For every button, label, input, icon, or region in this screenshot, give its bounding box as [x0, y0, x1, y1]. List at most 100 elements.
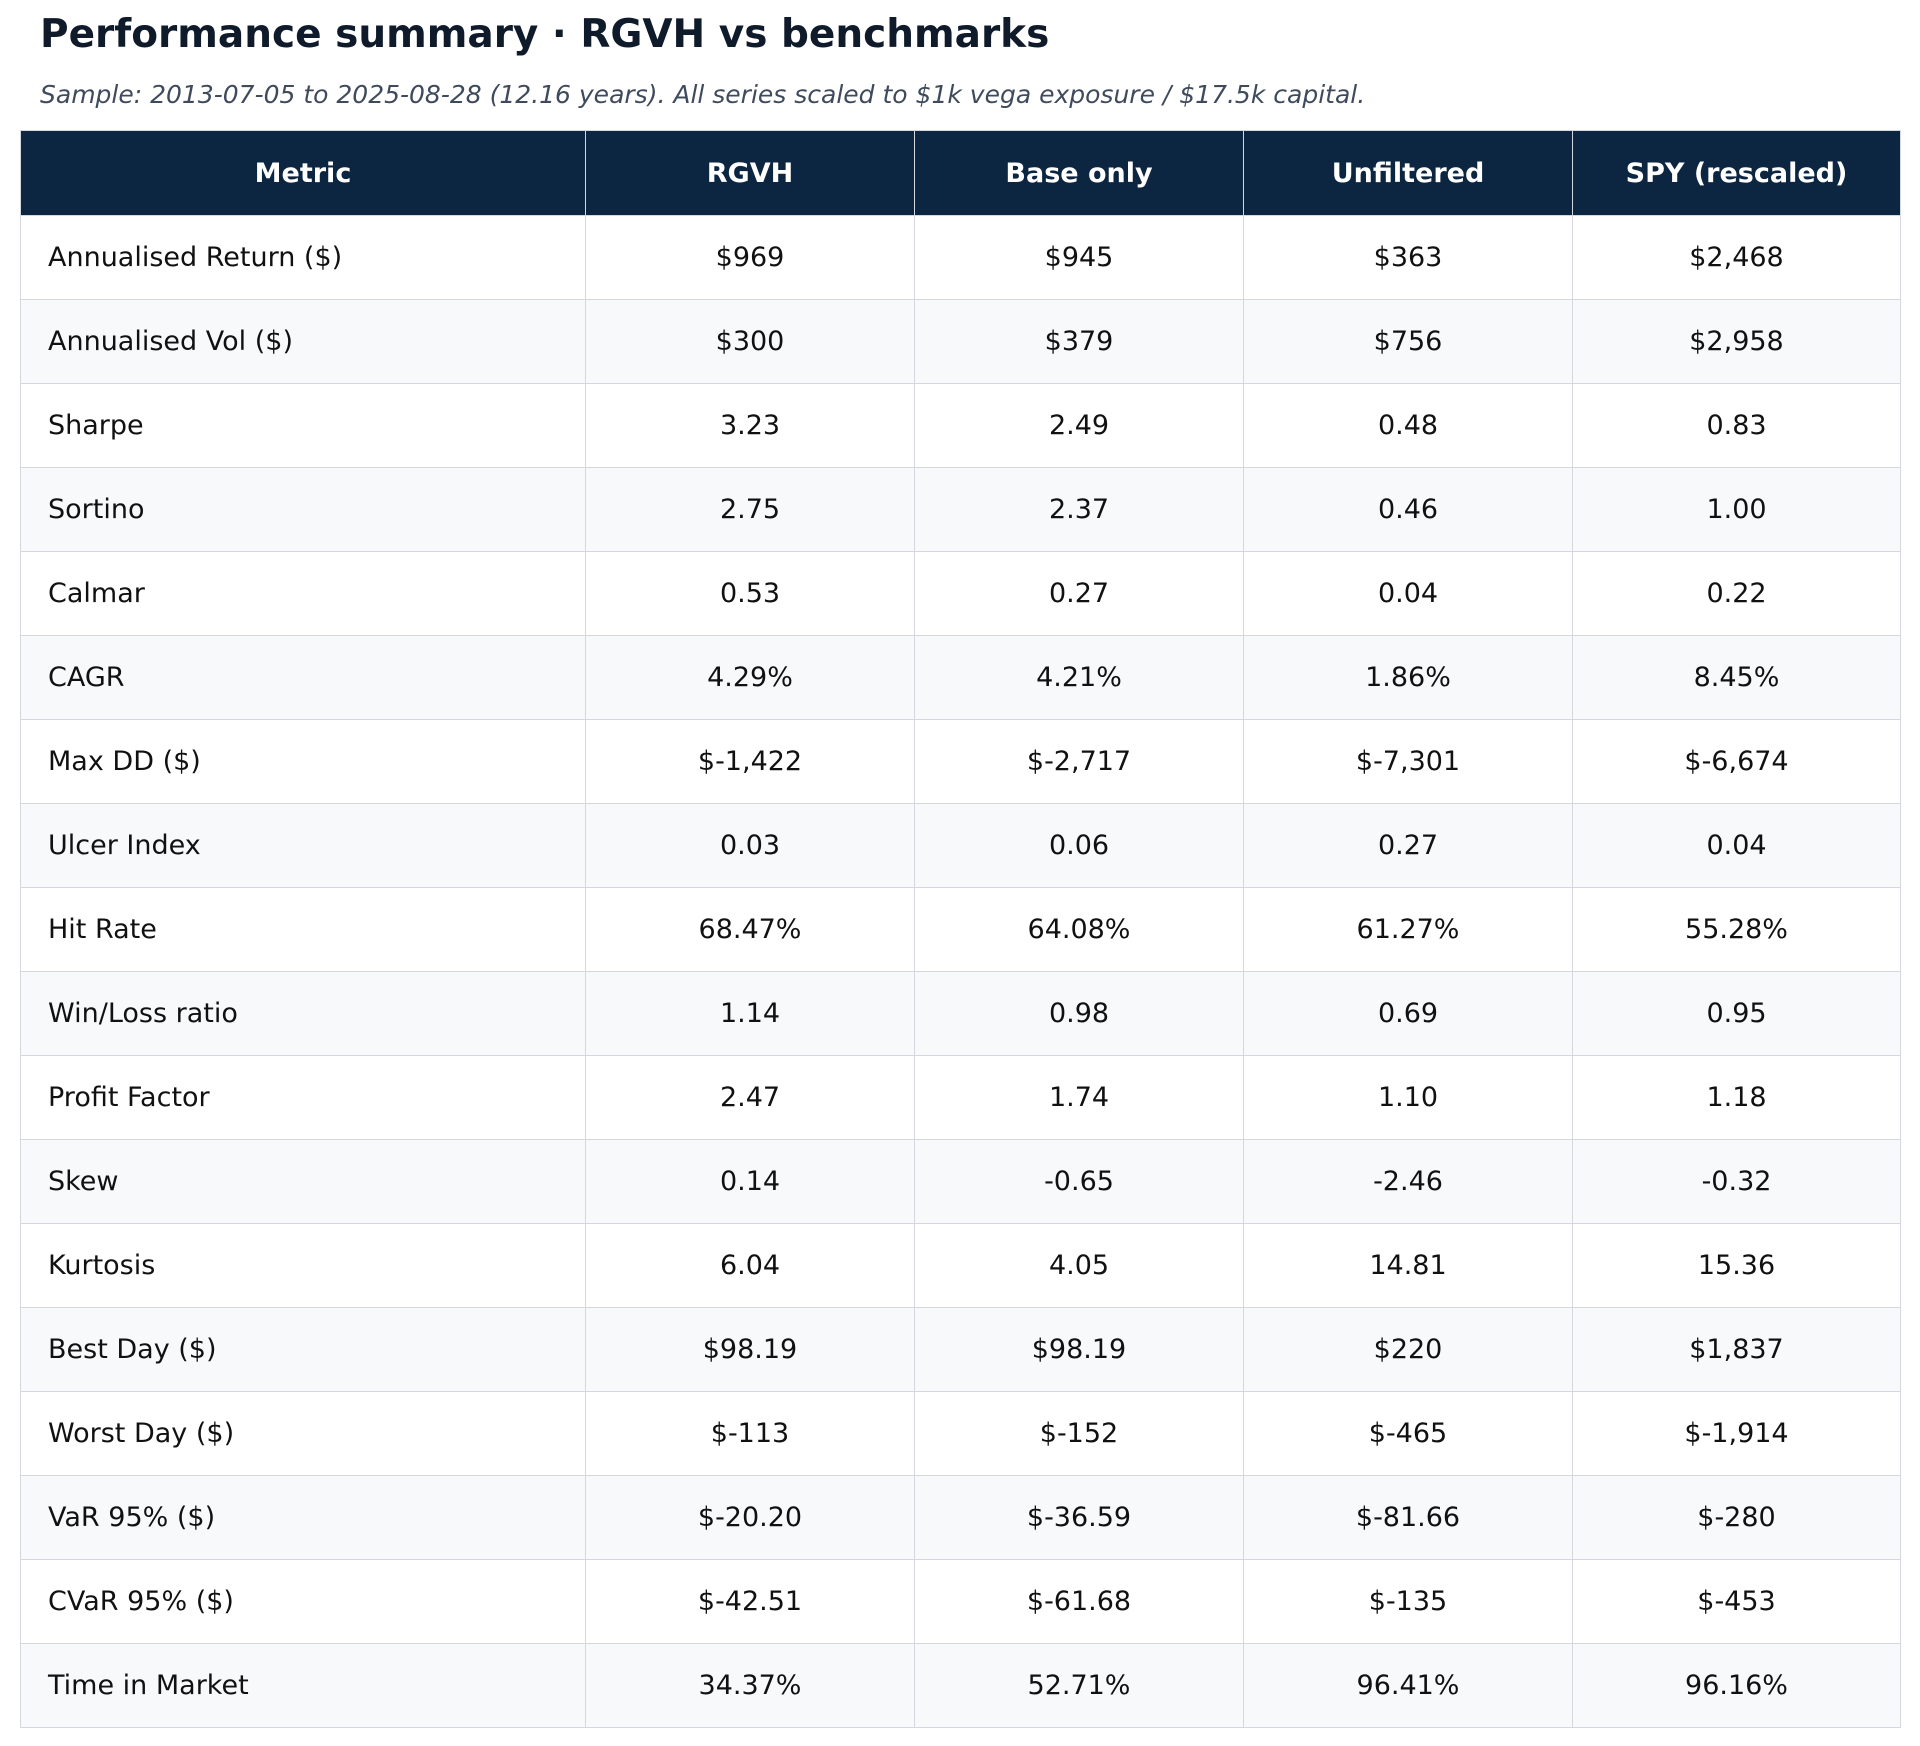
- value-cell-spy-rescaled: $2,468: [1572, 215, 1901, 300]
- value-cell-unfiltered: 14.81: [1243, 1223, 1573, 1308]
- value-cell-base-only: 0.06: [914, 803, 1244, 888]
- value-cell-unfiltered: 0.48: [1243, 383, 1573, 468]
- value-cell-rgvh: $300: [585, 299, 915, 384]
- value-cell-rgvh: 4.29%: [585, 635, 915, 720]
- table-row: Ulcer Index 0.03 0.06 0.27 0.04: [20, 803, 1901, 888]
- value-cell-base-only: $-152: [914, 1391, 1244, 1476]
- value-cell-rgvh: 0.53: [585, 551, 915, 636]
- value-cell-spy-rescaled: 0.04: [1572, 803, 1901, 888]
- metric-label-cell: Best Day ($): [20, 1307, 586, 1392]
- value-cell-base-only: $945: [914, 215, 1244, 300]
- metric-label-cell: Profit Factor: [20, 1055, 586, 1140]
- value-cell-unfiltered: $-465: [1243, 1391, 1573, 1476]
- value-cell-base-only: 2.37: [914, 467, 1244, 552]
- header-rgvh: RGVH: [585, 130, 915, 216]
- metric-label-cell: VaR 95% ($): [20, 1475, 586, 1560]
- table-row: CAGR 4.29% 4.21% 1.86% 8.45%: [20, 635, 1901, 720]
- value-cell-rgvh: 0.03: [585, 803, 915, 888]
- metric-label-cell: Worst Day ($): [20, 1391, 586, 1476]
- value-cell-unfiltered: 1.10: [1243, 1055, 1573, 1140]
- value-cell-spy-rescaled: -0.32: [1572, 1139, 1901, 1224]
- table-row: Profit Factor 2.47 1.74 1.10 1.18: [20, 1055, 1901, 1140]
- value-cell-spy-rescaled: $-280: [1572, 1475, 1901, 1560]
- value-cell-unfiltered: 0.46: [1243, 467, 1573, 552]
- value-cell-unfiltered: $756: [1243, 299, 1573, 384]
- table-row: Max DD ($) $-1,422 $-2,717 $-7,301 $-6,674: [20, 719, 1901, 804]
- value-cell-spy-rescaled: $2,958: [1572, 299, 1901, 384]
- value-cell-base-only: 2.49: [914, 383, 1244, 468]
- value-cell-spy-rescaled: $-453: [1572, 1559, 1901, 1644]
- value-cell-unfiltered: 0.27: [1243, 803, 1573, 888]
- value-cell-base-only: 64.08%: [914, 887, 1244, 972]
- metric-label-cell: Sharpe: [20, 383, 586, 468]
- value-cell-base-only: 4.05: [914, 1223, 1244, 1308]
- metric-label-cell: CVaR 95% ($): [20, 1559, 586, 1644]
- table-header-row: Metric RGVH Base only Unfiltered SPY (re…: [20, 130, 1901, 216]
- value-cell-rgvh: $-42.51: [585, 1559, 915, 1644]
- value-cell-base-only: $-61.68: [914, 1559, 1244, 1644]
- metric-label-cell: Sortino: [20, 467, 586, 552]
- value-cell-base-only: 52.71%: [914, 1643, 1244, 1728]
- header-base-only: Base only: [914, 130, 1244, 216]
- table-row: Annualised Return ($) $969 $945 $363 $2,468: [20, 215, 1901, 300]
- value-cell-base-only: $98.19: [914, 1307, 1244, 1392]
- value-cell-spy-rescaled: 0.95: [1572, 971, 1901, 1056]
- value-cell-rgvh: $-20.20: [585, 1475, 915, 1560]
- value-cell-spy-rescaled: 55.28%: [1572, 887, 1901, 972]
- table-row: Time in Market 34.37% 52.71% 96.41% 96.16%: [20, 1643, 1901, 1728]
- value-cell-base-only: 0.98: [914, 971, 1244, 1056]
- value-cell-spy-rescaled: $-1,914: [1572, 1391, 1901, 1476]
- performance-table: Metric RGVH Base only Unfiltered SPY (re…: [20, 130, 1901, 1728]
- metric-label-cell: Annualised Return ($): [20, 215, 586, 300]
- table-row: VaR 95% ($) $-20.20 $-36.59 $-81.66 $-280: [20, 1475, 1901, 1560]
- value-cell-rgvh: 34.37%: [585, 1643, 915, 1728]
- value-cell-rgvh: 0.14: [585, 1139, 915, 1224]
- header-spy-rescaled: SPY (rescaled): [1572, 130, 1901, 216]
- table-row: Worst Day ($) $-113 $-152 $-465 $-1,914: [20, 1391, 1901, 1476]
- value-cell-rgvh: $98.19: [585, 1307, 915, 1392]
- metric-label-cell: Calmar: [20, 551, 586, 636]
- table-row: Calmar 0.53 0.27 0.04 0.22: [20, 551, 1901, 636]
- metric-label-cell: Skew: [20, 1139, 586, 1224]
- value-cell-spy-rescaled: 15.36: [1572, 1223, 1901, 1308]
- value-cell-spy-rescaled: $1,837: [1572, 1307, 1901, 1392]
- value-cell-base-only: -0.65: [914, 1139, 1244, 1224]
- metric-label-cell: Max DD ($): [20, 719, 586, 804]
- value-cell-unfiltered: $-81.66: [1243, 1475, 1573, 1560]
- value-cell-unfiltered: 61.27%: [1243, 887, 1573, 972]
- header-unfiltered: Unfiltered: [1243, 130, 1573, 216]
- table-row: Annualised Vol ($) $300 $379 $756 $2,958: [20, 299, 1901, 384]
- value-cell-spy-rescaled: 1.18: [1572, 1055, 1901, 1140]
- header-metric: Metric: [20, 130, 586, 216]
- table-row: Kurtosis 6.04 4.05 14.81 15.36: [20, 1223, 1901, 1308]
- value-cell-spy-rescaled: $-6,674: [1572, 719, 1901, 804]
- value-cell-rgvh: 2.47: [585, 1055, 915, 1140]
- value-cell-spy-rescaled: 96.16%: [1572, 1643, 1901, 1728]
- table-row: Best Day ($) $98.19 $98.19 $220 $1,837: [20, 1307, 1901, 1392]
- metric-label-cell: Annualised Vol ($): [20, 299, 586, 384]
- value-cell-base-only: $-2,717: [914, 719, 1244, 804]
- value-cell-spy-rescaled: 0.22: [1572, 551, 1901, 636]
- value-cell-base-only: 1.74: [914, 1055, 1244, 1140]
- value-cell-spy-rescaled: 1.00: [1572, 467, 1901, 552]
- value-cell-unfiltered: $-135: [1243, 1559, 1573, 1644]
- value-cell-rgvh: 3.23: [585, 383, 915, 468]
- value-cell-base-only: 4.21%: [914, 635, 1244, 720]
- value-cell-unfiltered: 0.69: [1243, 971, 1573, 1056]
- value-cell-unfiltered: 1.86%: [1243, 635, 1573, 720]
- value-cell-unfiltered: $363: [1243, 215, 1573, 300]
- value-cell-rgvh: 68.47%: [585, 887, 915, 972]
- value-cell-rgvh: $969: [585, 215, 915, 300]
- value-cell-spy-rescaled: 8.45%: [1572, 635, 1901, 720]
- value-cell-rgvh: 1.14: [585, 971, 915, 1056]
- table-row: Sharpe 3.23 2.49 0.48 0.83: [20, 383, 1901, 468]
- metric-label-cell: Win/Loss ratio: [20, 971, 586, 1056]
- table-row: Hit Rate 68.47% 64.08% 61.27% 55.28%: [20, 887, 1901, 972]
- value-cell-base-only: $379: [914, 299, 1244, 384]
- value-cell-base-only: 0.27: [914, 551, 1244, 636]
- metric-label-cell: Kurtosis: [20, 1223, 586, 1308]
- value-cell-unfiltered: -2.46: [1243, 1139, 1573, 1224]
- value-cell-spy-rescaled: 0.83: [1572, 383, 1901, 468]
- page-title: Performance summary · RGVH vs benchmarks: [40, 12, 1050, 57]
- metric-label-cell: Hit Rate: [20, 887, 586, 972]
